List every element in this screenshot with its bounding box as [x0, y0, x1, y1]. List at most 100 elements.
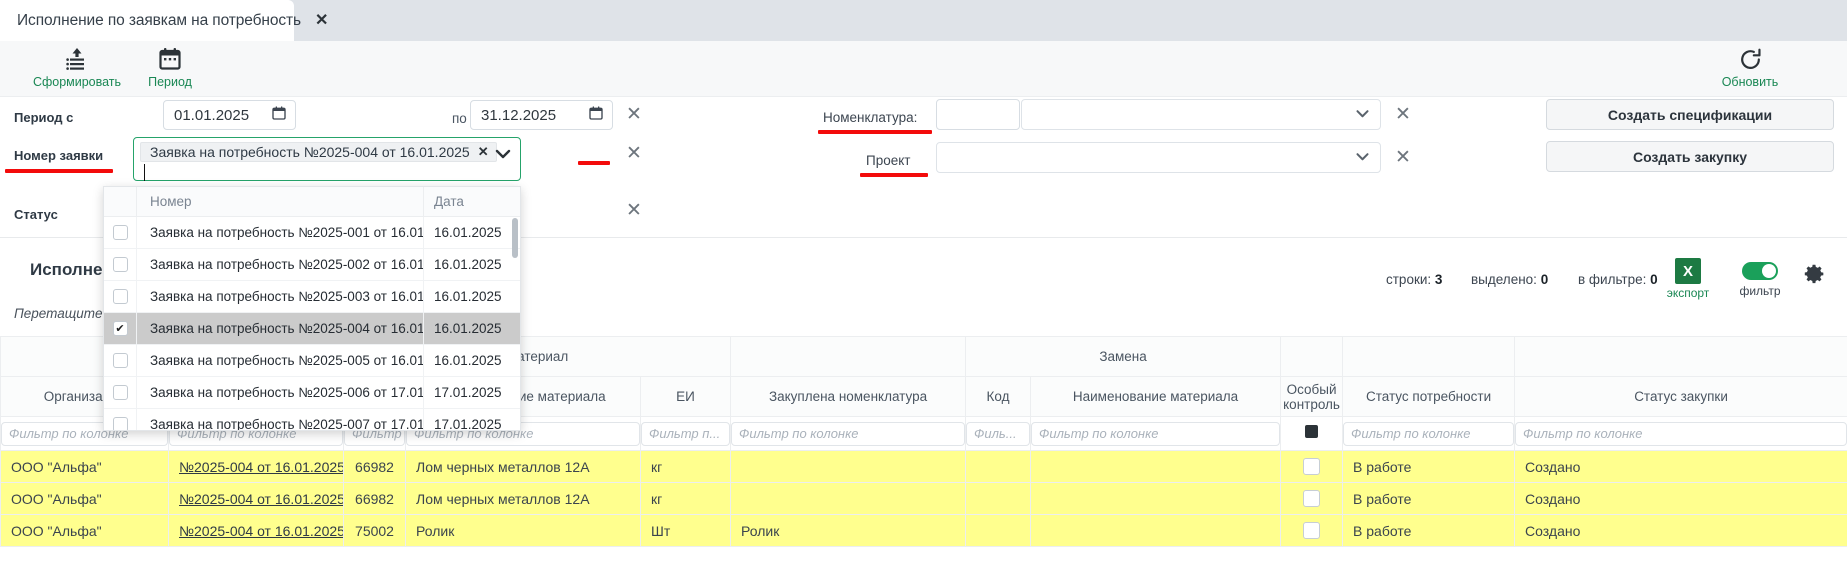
chip-remove-icon[interactable]: ✕ [477, 144, 489, 159]
filter-cell-status-need[interactable]: Фильтр по колонке [1342, 416, 1516, 451]
col-unit[interactable]: ЕИ [639, 376, 732, 417]
request-number-multiselect[interactable]: Заявка на потребность №2025-004 от 16.01… [133, 137, 521, 181]
toggle-switch-icon[interactable] [1742, 262, 1778, 280]
dropdown-item-checkbox[interactable]: ✔ [104, 313, 137, 344]
checkbox-icon[interactable] [1303, 490, 1321, 508]
col-replacement-code[interactable]: Код [965, 376, 1032, 417]
close-icon[interactable]: ✕ [315, 11, 329, 29]
col-status-purchase[interactable]: Статус закупки [1514, 376, 1847, 417]
col-special-control[interactable]: Особый контроль [1280, 376, 1344, 417]
checkbox-icon[interactable] [112, 289, 128, 304]
dropdown-item[interactable]: Заявка на потребность №2025-001 от 16.01… [104, 217, 520, 249]
dropdown-item[interactable]: Заявка на потребность №2025-005 от 16.01… [104, 345, 520, 377]
group-header-blank3 [730, 336, 967, 377]
checkbox-icon[interactable] [1303, 458, 1321, 476]
dropdown-item[interactable]: Заявка на потребность №2025-006 от 17.01… [104, 377, 520, 409]
checkbox-icon[interactable] [1303, 522, 1321, 540]
checkbox-icon[interactable] [112, 417, 128, 430]
cell-status-need: В работе [1342, 450, 1516, 483]
calendar-icon[interactable] [588, 105, 604, 125]
dropdown-header-number: Номер [150, 194, 192, 209]
filter-cell-replacement-code[interactable]: Филь... [965, 416, 1032, 451]
dropdown-item[interactable]: ✔ Заявка на потребность №2025-004 от 16.0… [104, 313, 520, 345]
filter-input-unit[interactable]: Фильтр п... [641, 421, 731, 446]
nomenclature-code-input[interactable] [936, 99, 1020, 130]
filter-cell-unit[interactable]: Фильтр п... [639, 416, 732, 451]
period-to-input[interactable]: 31.12.2025 [470, 100, 613, 130]
request-link[interactable]: №2025-004 от 16.01.2025 [179, 458, 344, 475]
filter-cell-status-purchase[interactable]: Фильтр по колонке [1514, 416, 1847, 451]
dropdown-item[interactable]: Заявка на потребность №2025-003 от 16.01… [104, 281, 520, 313]
cell-material-name: Лом черных металлов 12А [405, 450, 641, 483]
create-purchase-button[interactable]: Создать закупку [1546, 141, 1834, 172]
tab-ispolnenie[interactable]: Исполнение по заявкам на потребность ✕ [0, 0, 328, 41]
refresh-icon [1738, 46, 1763, 72]
checkbox-checked-icon[interactable]: ✔ [112, 321, 128, 336]
filter-input-organization[interactable]: Фильтр по колонке [1, 421, 168, 446]
request-link[interactable]: №2025-004 от 16.01.2025 [179, 522, 344, 539]
checkbox-icon[interactable] [112, 353, 128, 368]
filter-input-status-purchase[interactable]: Фильтр по колонке [1515, 421, 1847, 446]
filter-toggle[interactable]: фильтр [1730, 260, 1790, 298]
dropdown-item-checkbox[interactable] [104, 409, 137, 430]
clear-request-number-icon[interactable]: ✕ [626, 143, 642, 164]
clear-status-icon[interactable]: ✕ [626, 200, 642, 221]
dropdown-list[interactable]: Заявка на потребность №2025-001 от 16.01… [104, 217, 520, 430]
cell-special-control[interactable] [1280, 514, 1344, 547]
filter-input-purchased[interactable]: Фильтр по колонке [731, 421, 966, 446]
cell-special-control[interactable] [1280, 450, 1344, 483]
filter-input-status-need[interactable]: Фильтр по колонке [1343, 421, 1515, 446]
cell-request[interactable]: №2025-004 от 16.01.2025 [168, 482, 344, 515]
filter-cell-purchased[interactable]: Фильтр по колонке [730, 416, 967, 451]
dropdown-item-checkbox[interactable] [104, 345, 137, 376]
chevron-down-icon[interactable] [495, 147, 511, 165]
table-row[interactable]: ООО "Альфа" №2025-004 от 16.01.2025 75002 Р… [0, 514, 1847, 547]
cell-request[interactable]: №2025-004 от 16.01.2025 [168, 514, 344, 547]
filter-input-replacement-material[interactable]: Фильтр по колонке [1031, 421, 1281, 446]
request-link[interactable]: №2025-004 от 16.01.2025 [179, 490, 344, 507]
chevron-down-icon[interactable] [1355, 106, 1370, 124]
col-status-need[interactable]: Статус потребности [1342, 376, 1516, 417]
dropdown-item[interactable]: Заявка на потребность №2025-002 от 16.01… [104, 249, 520, 281]
nomenclature-select[interactable] [1021, 99, 1381, 130]
rows-count: строки: 3 [1386, 272, 1443, 287]
checkbox-icon[interactable] [112, 385, 128, 400]
project-select[interactable] [936, 142, 1381, 173]
request-number-underline [5, 169, 113, 173]
cell-special-control[interactable] [1280, 482, 1344, 515]
table-row[interactable]: ООО "Альфа" №2025-004 от 16.01.2025 66982 Л… [0, 450, 1847, 483]
checkbox-icon[interactable] [112, 257, 128, 272]
clear-nomenclature-icon[interactable]: ✕ [1395, 104, 1411, 125]
checkbox-icon[interactable] [112, 225, 128, 240]
refresh-button[interactable]: Обновить [1700, 46, 1800, 89]
dropdown-item-checkbox[interactable] [104, 249, 137, 280]
dropdown-item[interactable]: Заявка на потребность №2025-007 от 17.01… [104, 409, 520, 430]
clear-project-icon[interactable]: ✕ [1395, 147, 1411, 168]
calendar-icon[interactable] [271, 105, 287, 125]
caret-underline [578, 161, 610, 165]
chevron-down-icon[interactable] [1355, 149, 1370, 167]
col-replacement-material-name[interactable]: Наименование материала [1030, 376, 1282, 417]
dropdown-item-checkbox[interactable] [104, 281, 137, 312]
gear-icon[interactable] [1802, 264, 1826, 290]
dropdown-scrollbar[interactable] [512, 218, 518, 258]
filter-cell-special-control[interactable] [1280, 416, 1344, 451]
dropdown-item-checkbox[interactable] [104, 377, 137, 408]
clear-period-icon[interactable]: ✕ [626, 104, 642, 125]
period-from-input[interactable]: 01.01.2025 [163, 100, 296, 130]
dropdown-item-checkbox[interactable] [104, 217, 137, 248]
export-button[interactable]: X экспорт [1664, 258, 1712, 300]
request-number-chip[interactable]: Заявка на потребность №2025-004 от 16.01… [140, 142, 497, 162]
cell-request[interactable]: №2025-004 от 16.01.2025 [168, 450, 344, 483]
col-purchased-nomenclature[interactable]: Закуплена номенклатура [730, 376, 967, 417]
period-button[interactable]: Период [115, 46, 225, 89]
settings-button[interactable] [1802, 262, 1826, 291]
generate-button[interactable]: Сформировать [22, 46, 132, 89]
checkbox-filled-icon[interactable] [1305, 424, 1319, 438]
filter-cell-replacement-material[interactable]: Фильтр по колонке [1030, 416, 1282, 451]
filter-input-replacement-code[interactable]: Филь... [966, 421, 1031, 446]
dropdown-item-label: Заявка на потребность №2025-004 от 16.01… [150, 321, 423, 336]
create-specification-button[interactable]: Создать спецификации [1546, 99, 1834, 130]
table-row[interactable]: ООО "Альфа" №2025-004 от 16.01.2025 66982 Л… [0, 482, 1847, 515]
request-number-dropdown[interactable]: Номер Дата Заявка на потребность №2025-0… [103, 186, 521, 431]
